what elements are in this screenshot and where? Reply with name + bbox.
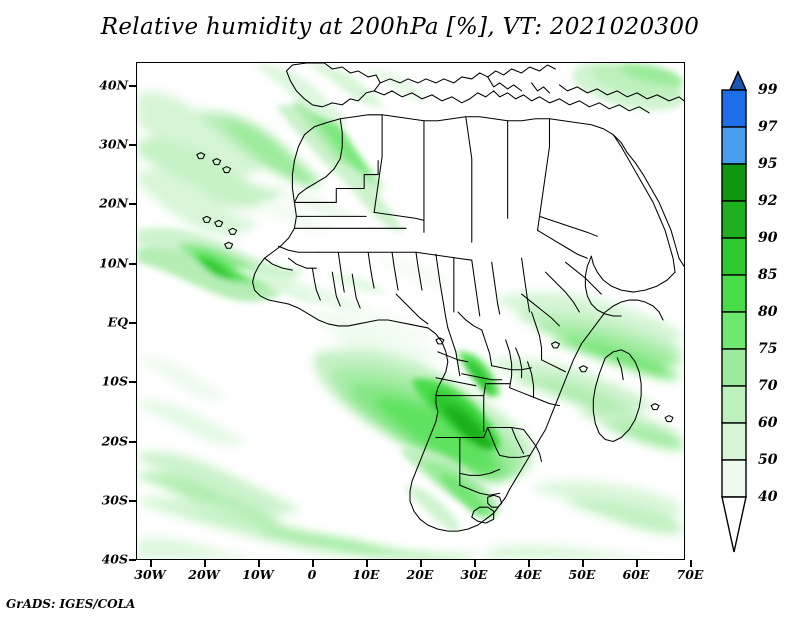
x-tick — [690, 560, 692, 567]
footer-attribution: GrADS: IGES/COLA — [6, 597, 136, 611]
x-axis-label-60e: 60E — [622, 567, 650, 582]
x-tick — [474, 560, 476, 567]
x-axis-label-10e: 10E — [352, 567, 380, 582]
x-axis-label-30w: 30W — [134, 567, 166, 582]
y-tick — [129, 85, 136, 87]
y-axis-label-40n: 40N — [99, 77, 128, 93]
x-tick — [582, 560, 584, 567]
colorbar-label-95: 95 — [758, 156, 778, 172]
y-tick — [129, 263, 136, 265]
x-tick — [366, 560, 368, 567]
y-axis-label-30s: 30S — [101, 492, 128, 508]
map-borders — [196, 63, 684, 532]
x-axis-label-10w: 10W — [242, 567, 274, 582]
x-axis-label-40e: 40E — [514, 567, 542, 582]
y-tick — [129, 500, 136, 502]
y-tick — [129, 559, 136, 561]
plot-frame — [136, 62, 685, 560]
x-axis-label-0: 0 — [307, 567, 317, 582]
colorbar-label-92: 92 — [758, 193, 778, 209]
x-tick — [528, 560, 530, 567]
colorbar-label-75: 75 — [758, 341, 778, 357]
y-axis-label-20s: 20S — [101, 433, 128, 449]
x-tick — [312, 560, 314, 567]
colorbar-label-80: 80 — [758, 304, 778, 320]
colorbar-label-60: 60 — [758, 415, 778, 431]
y-tick — [129, 441, 136, 443]
colorbar-label-40: 40 — [758, 489, 778, 505]
y-tick — [129, 203, 136, 205]
map-plot-area — [129, 62, 692, 567]
y-axis-label-40s: 40S — [101, 551, 128, 567]
x-axis-label-70e: 70E — [676, 567, 704, 582]
colorbar-label-70: 70 — [758, 378, 778, 394]
y-axis-label-20n: 20N — [99, 195, 128, 211]
x-axis-label-50e: 50E — [568, 567, 596, 582]
x-axis-label-20e: 20E — [406, 567, 434, 582]
y-tick — [129, 322, 136, 324]
colorbar: 99 97 95 92 90 85 80 75 70 60 50 40 — [714, 70, 800, 560]
y-tick — [129, 144, 136, 146]
colorbar-label-99: 99 — [758, 82, 778, 98]
y-tick — [129, 381, 136, 383]
colorbar-label-97: 97 — [758, 119, 778, 135]
x-tick — [150, 560, 152, 567]
y-axis-label-30n: 30N — [99, 136, 128, 152]
x-tick — [636, 560, 638, 567]
page-title: Relative humidity at 200hPa [%], VT: 202… — [100, 14, 700, 40]
humidity-field — [137, 63, 684, 559]
y-axis-label-eq: EQ — [107, 314, 128, 330]
colorbar-label-85: 85 — [758, 267, 778, 283]
colorbar-label-50: 50 — [758, 452, 778, 468]
map-canvas — [137, 63, 684, 559]
x-tick — [258, 560, 260, 567]
x-tick — [204, 560, 206, 567]
x-axis-label-20w: 20W — [188, 567, 220, 582]
colorbar-label-90: 90 — [758, 230, 778, 246]
x-tick — [420, 560, 422, 567]
y-axis-label-10s: 10S — [101, 373, 128, 389]
x-axis-label-30e: 30E — [460, 567, 488, 582]
colorbar-swatches — [721, 70, 748, 553]
y-axis-label-10n: 10N — [99, 255, 128, 271]
